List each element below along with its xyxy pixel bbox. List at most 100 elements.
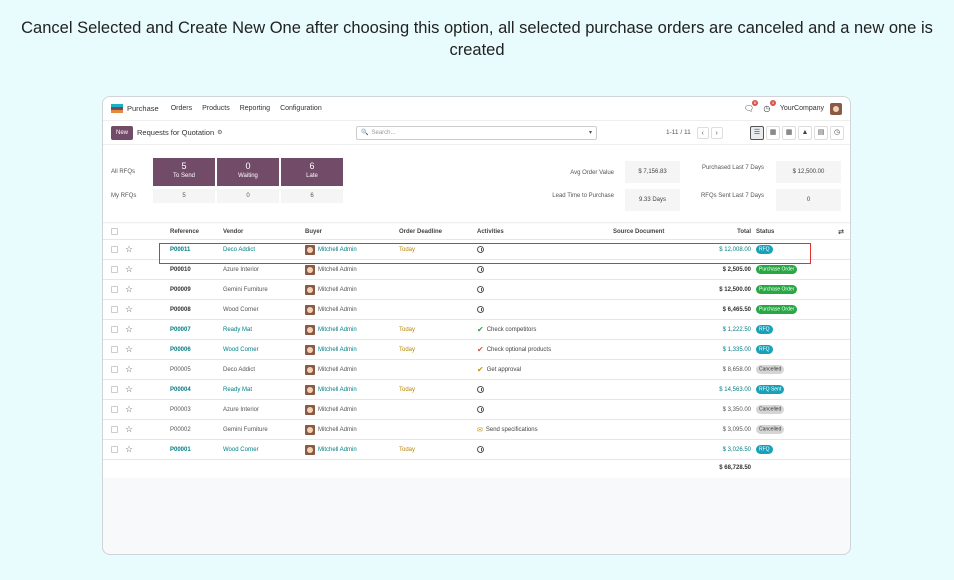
row-vendor[interactable]: Deco Addict (223, 246, 256, 253)
user-avatar[interactable] (830, 102, 842, 115)
row-checkbox[interactable] (111, 306, 118, 313)
row-activity[interactable] (477, 306, 484, 313)
calendar-view-icon[interactable]: ▤ (814, 125, 828, 140)
activity-view-icon[interactable]: ◷ (830, 125, 844, 140)
menu-reporting[interactable]: Reporting (239, 105, 271, 112)
row-vendor[interactable]: Gemini Furniture (223, 286, 268, 293)
table-row[interactable]: ☆ P00011 Deco Addict Mitchell Admin Today $ 1… (103, 240, 850, 260)
row-checkbox[interactable] (111, 426, 118, 433)
graph-view-icon[interactable]: ▲ (798, 125, 812, 140)
row-vendor[interactable]: Wood Corner (223, 306, 259, 313)
row-checkbox[interactable] (111, 366, 118, 373)
row-reference[interactable]: P00001 (170, 446, 191, 453)
row-buyer[interactable]: Mitchell Admin (305, 324, 357, 335)
row-checkbox[interactable] (111, 326, 118, 333)
row-buyer[interactable]: Mitchell Admin (305, 364, 357, 375)
row-vendor[interactable]: Azure Interior (223, 406, 260, 413)
tile-waiting[interactable]: 0 Waiting (217, 158, 279, 186)
gear-icon[interactable]: ⚙ (217, 130, 223, 136)
row-reference[interactable]: P00009 (170, 286, 191, 293)
star-icon[interactable]: ☆ (125, 304, 134, 314)
star-icon[interactable]: ☆ (125, 364, 134, 374)
col-status[interactable]: Status (756, 228, 775, 235)
column-settings-icon[interactable]: ⇄ (838, 228, 844, 236)
search-input[interactable]: 🔍 Search... ▾ (356, 125, 597, 140)
row-checkbox[interactable] (111, 446, 118, 453)
tile-to-send[interactable]: 5 To Send (153, 158, 215, 186)
star-icon[interactable]: ☆ (125, 344, 134, 354)
row-reference[interactable]: P00003 (170, 406, 191, 413)
pager-value[interactable]: 1-11 / 11 (666, 129, 691, 136)
row-vendor[interactable]: Wood Corner (223, 346, 259, 353)
row-vendor[interactable]: Ready Mat (223, 326, 253, 333)
pager-next-icon[interactable]: › (710, 126, 723, 139)
table-row[interactable]: ☆ P00003 Azure Interior Mitchell Admin $ 3,3… (103, 400, 850, 420)
row-vendor[interactable]: Wood Corner (223, 446, 259, 453)
chevron-down-icon[interactable]: ▾ (588, 130, 592, 136)
table-row[interactable]: ☆ P00006 Wood Corner Mitchell Admin Today ✔ Ch… (103, 340, 850, 360)
table-row[interactable]: ☆ P00007 Ready Mat Mitchell Admin Today ✔ Chec… (103, 320, 850, 340)
star-icon[interactable]: ☆ (125, 384, 134, 394)
activity-clock-icon[interactable] (477, 266, 484, 273)
activity-clock-icon[interactable] (477, 246, 484, 253)
table-row[interactable]: ☆ P00010 Azure Interior Mitchell Admin $ 2,5… (103, 260, 850, 280)
company-switcher[interactable]: YourCompany (779, 105, 824, 112)
row-activity[interactable]: ✉ Send specifications (477, 426, 538, 434)
row-buyer[interactable]: Mitchell Admin (305, 404, 357, 415)
table-row[interactable]: ☆ P00002 Gemini Furniture Mitchell Admin ✉ Se… (103, 420, 850, 440)
activity-clock-icon[interactable] (477, 446, 484, 453)
row-checkbox[interactable] (111, 386, 118, 393)
my-to-send[interactable]: 5 (153, 189, 215, 203)
menu-products[interactable]: Products (202, 105, 230, 112)
star-icon[interactable]: ☆ (125, 264, 134, 274)
row-checkbox[interactable] (111, 246, 118, 253)
row-reference[interactable]: P00008 (170, 306, 191, 313)
chat-icon[interactable]: 🗨 8 (743, 99, 758, 113)
row-buyer[interactable]: Mitchell Admin (305, 264, 357, 275)
row-activity[interactable] (477, 406, 484, 413)
row-vendor[interactable]: Azure Interior (223, 266, 260, 273)
row-buyer[interactable]: Mitchell Admin (305, 384, 357, 395)
pager-prev-icon[interactable]: ‹ (696, 126, 709, 139)
tile-late[interactable]: 6 Late (281, 158, 343, 186)
row-checkbox[interactable] (111, 266, 118, 273)
col-total[interactable]: Total (737, 228, 751, 235)
col-source[interactable]: Source Document (613, 228, 665, 235)
row-activity[interactable] (477, 266, 484, 273)
row-checkbox[interactable] (111, 346, 118, 353)
table-row[interactable]: ☆ P00008 Wood Corner Mitchell Admin $ 6,465.… (103, 300, 850, 320)
my-late[interactable]: 6 (281, 189, 343, 203)
row-buyer[interactable]: Mitchell Admin (305, 304, 357, 315)
table-row[interactable]: ☆ P00004 Ready Mat Mitchell Admin Today $ 14,… (103, 380, 850, 400)
app-name[interactable]: Purchase (127, 104, 159, 113)
row-activity[interactable] (477, 386, 484, 393)
new-button[interactable]: New (111, 125, 134, 140)
activity-clock-icon[interactable] (477, 306, 484, 313)
activity-clock-icon[interactable]: ◷ 4 (763, 99, 776, 113)
col-vendor[interactable]: Vendor (223, 228, 244, 235)
col-activities[interactable]: Activities (477, 228, 504, 235)
row-buyer[interactable]: Mitchell Admin (305, 244, 357, 255)
select-all-checkbox[interactable] (111, 228, 118, 235)
list-view-icon[interactable]: ☰ (750, 125, 764, 140)
row-reference[interactable]: P00005 (170, 366, 191, 373)
activity-clock-icon[interactable] (477, 286, 484, 293)
my-waiting[interactable]: 0 (217, 189, 279, 203)
purchase-app-icon[interactable] (111, 103, 123, 114)
col-reference[interactable]: Reference (170, 228, 200, 235)
row-activity[interactable]: ✔ Get approval (477, 365, 521, 374)
star-icon[interactable]: ☆ (125, 324, 134, 334)
row-activity[interactable] (477, 246, 484, 253)
row-buyer[interactable]: Mitchell Admin (305, 444, 357, 455)
row-reference[interactable]: P00006 (170, 346, 191, 353)
row-vendor[interactable]: Ready Mat (223, 386, 253, 393)
menu-configuration[interactable]: Configuration (280, 105, 322, 112)
star-icon[interactable]: ☆ (125, 404, 134, 414)
row-activity[interactable] (477, 446, 484, 453)
col-buyer[interactable]: Buyer (305, 228, 323, 235)
row-activity[interactable]: ✔ Check optional products (477, 345, 551, 354)
row-buyer[interactable]: Mitchell Admin (305, 344, 357, 355)
activity-clock-icon[interactable] (477, 386, 484, 393)
row-buyer[interactable]: Mitchell Admin (305, 284, 357, 295)
menu-orders[interactable]: Orders (170, 105, 193, 112)
